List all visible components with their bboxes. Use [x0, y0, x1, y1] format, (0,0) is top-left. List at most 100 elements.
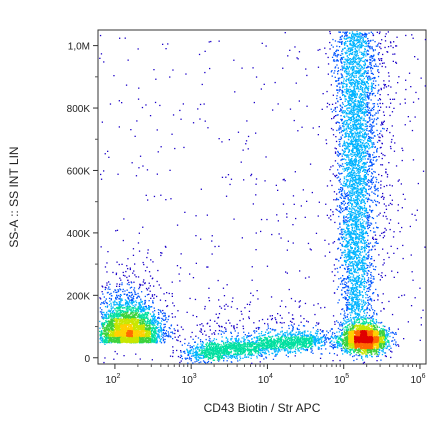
data-point — [103, 361, 105, 364]
data-point — [393, 41, 395, 43]
data-point — [234, 91, 236, 93]
data-point — [424, 85, 426, 87]
data-point — [157, 269, 159, 272]
data-point — [256, 355, 258, 357]
data-point — [101, 302, 103, 304]
data-point — [374, 114, 376, 116]
data-point — [380, 47, 382, 50]
data-point — [354, 187, 356, 189]
data-point — [358, 126, 361, 128]
data-point — [369, 242, 372, 244]
data-point — [350, 52, 352, 54]
data-point — [370, 130, 372, 132]
data-point — [372, 121, 374, 123]
data-point — [165, 330, 168, 332]
data-point — [378, 32, 381, 35]
data-point — [133, 301, 135, 303]
data-point — [334, 344, 336, 346]
data-point — [192, 314, 194, 317]
data-point — [356, 43, 358, 45]
data-point — [132, 304, 134, 307]
data-point — [366, 219, 369, 221]
data-point — [346, 132, 348, 135]
data-point — [348, 49, 350, 51]
data-point — [230, 332, 232, 334]
data-point — [360, 125, 362, 127]
data-point — [373, 170, 375, 173]
data-point — [331, 340, 333, 342]
data-point — [379, 63, 381, 65]
data-point — [332, 346, 334, 349]
data-point — [362, 73, 364, 75]
data-point — [343, 319, 345, 321]
data-point — [337, 169, 339, 171]
data-point — [162, 309, 164, 312]
data-point — [354, 58, 356, 60]
data-point — [282, 203, 285, 205]
data-point — [329, 41, 331, 44]
data-point — [190, 336, 192, 338]
data-point — [164, 326, 166, 328]
data-point — [201, 341, 204, 343]
data-point — [294, 350, 296, 353]
data-point — [358, 83, 360, 85]
data-point — [348, 63, 350, 65]
data-point — [420, 77, 422, 79]
data-point — [296, 57, 298, 59]
data-point — [358, 191, 361, 193]
data-point — [330, 346, 333, 348]
data-point — [361, 308, 364, 310]
data-point — [365, 70, 367, 72]
data-point — [200, 188, 202, 190]
data-point — [352, 41, 354, 43]
data-point — [360, 316, 362, 318]
data-point — [358, 63, 360, 66]
data-point — [412, 159, 415, 161]
data-point — [291, 318, 294, 320]
data-point — [348, 40, 351, 43]
data-point — [368, 156, 370, 158]
data-point — [364, 150, 366, 152]
data-point — [144, 270, 147, 272]
data-point — [351, 188, 353, 190]
data-point — [363, 113, 366, 115]
data-point — [352, 164, 354, 166]
data-point — [347, 243, 349, 245]
data-point — [194, 341, 196, 343]
data-point — [338, 164, 340, 166]
data-point — [349, 303, 351, 306]
data-point — [200, 238, 202, 240]
data-point — [356, 266, 358, 268]
data-point — [227, 305, 229, 307]
data-point — [337, 121, 339, 123]
data-point — [364, 202, 366, 204]
data-point — [351, 51, 354, 54]
data-point — [261, 318, 264, 321]
data-point — [344, 268, 346, 270]
data-point — [346, 316, 348, 318]
data-point — [343, 278, 345, 280]
data-point — [192, 350, 194, 352]
data-point — [106, 282, 108, 284]
data-point — [344, 183, 346, 185]
data-point — [347, 240, 350, 243]
data-point — [346, 219, 348, 222]
data-point — [246, 120, 248, 122]
data-point — [355, 262, 357, 264]
data-point — [352, 298, 354, 301]
data-point — [108, 156, 110, 158]
data-point — [358, 310, 360, 312]
data-point — [356, 358, 358, 360]
data-point — [335, 199, 337, 201]
data-point — [130, 296, 132, 298]
data-point — [346, 277, 349, 279]
data-point — [377, 69, 379, 71]
data-point — [122, 271, 124, 274]
data-point — [376, 31, 378, 33]
data-point — [362, 362, 365, 364]
data-point — [377, 84, 380, 86]
data-point — [108, 304, 111, 306]
data-point — [298, 328, 300, 331]
data-point — [374, 322, 377, 325]
data-point — [362, 256, 365, 258]
